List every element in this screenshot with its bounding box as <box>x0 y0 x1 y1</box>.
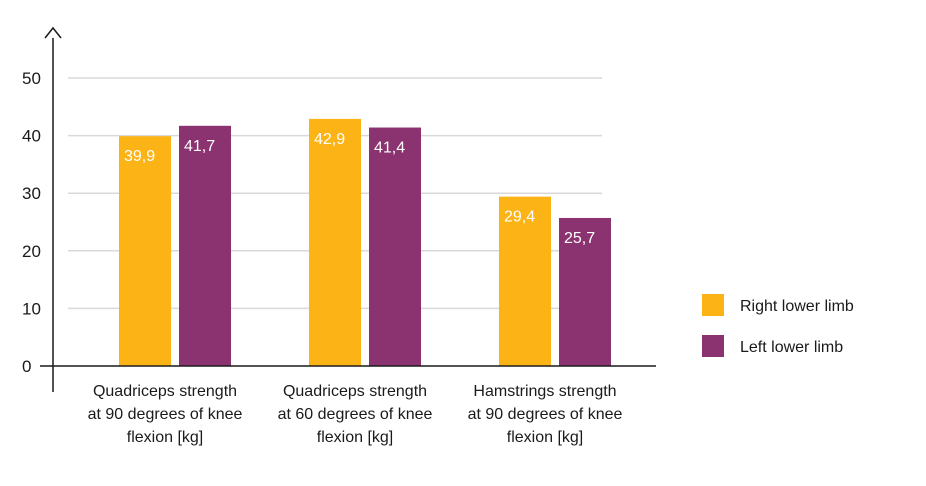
data-label: 41,4 <box>374 140 405 157</box>
bar-left-2 <box>559 217 611 366</box>
y-tick-label: 10 <box>22 299 41 318</box>
bar-right-2 <box>499 196 551 366</box>
legend-label: Left lower limb <box>740 339 843 356</box>
category-label: at 60 degrees of knee <box>278 406 433 423</box>
y-tick-label: 40 <box>22 127 41 146</box>
data-label: 29,4 <box>504 209 535 226</box>
category-label: at 90 degrees of knee <box>88 406 243 423</box>
category-label: Quadriceps strength <box>283 383 427 400</box>
category-label: flexion [kg] <box>127 429 203 446</box>
data-label: 25,7 <box>564 230 595 247</box>
y-tick-label: 30 <box>22 184 41 203</box>
bar-left-0 <box>179 125 231 366</box>
category-label: flexion [kg] <box>507 429 583 446</box>
category-labels: Quadriceps strength at 90 degrees of knee… <box>88 383 623 446</box>
y-tick-label: 20 <box>22 242 41 261</box>
data-label: 41,7 <box>184 138 215 155</box>
y-tick-label: 50 <box>22 69 41 88</box>
legend: Right lower limb Left lower limb <box>702 294 854 357</box>
data-label: 42,9 <box>314 131 345 148</box>
data-label: 39,9 <box>124 148 155 165</box>
y-axis-ticks: 0 10 20 30 40 50 <box>22 69 41 376</box>
bar-right-1 <box>309 118 361 367</box>
legend-label: Right lower limb <box>740 298 854 315</box>
axes <box>40 26 656 392</box>
legend-swatch <box>702 335 724 357</box>
category-label: Quadriceps strength <box>93 383 237 400</box>
category-label: Hamstrings strength <box>473 383 616 400</box>
bar-left-1 <box>369 127 421 366</box>
y-tick-label: 0 <box>22 357 31 376</box>
bar-right-0 <box>119 136 171 366</box>
category-label: flexion [kg] <box>317 429 393 446</box>
bars: 39,9 41,7 42,9 41,4 29,4 25,7 <box>119 118 611 367</box>
y-axis-arrow <box>44 26 62 39</box>
category-label: at 90 degrees of knee <box>468 406 623 423</box>
legend-swatch <box>702 294 724 316</box>
